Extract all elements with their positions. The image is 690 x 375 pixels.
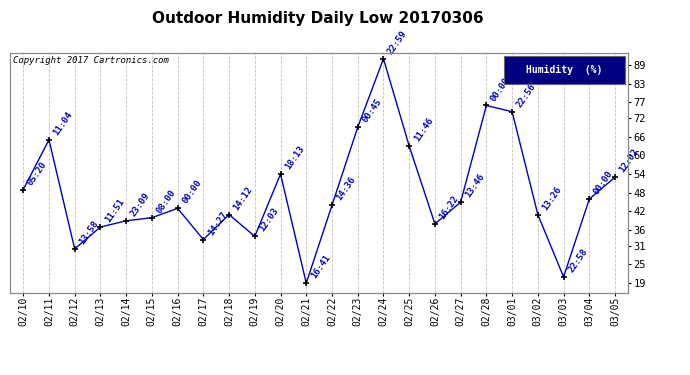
Text: 22:58: 22:58 [566,247,589,274]
Text: 14:12: 14:12 [232,184,255,212]
FancyBboxPatch shape [504,56,625,84]
Text: 22:59: 22:59 [386,29,409,56]
Text: 14:36: 14:36 [335,175,357,202]
Text: 22:56: 22:56 [515,82,538,109]
Text: 13:58: 13:58 [77,219,100,246]
Text: 12:03: 12:03 [257,207,280,234]
Text: 00:45: 00:45 [360,98,383,124]
Text: 08:00: 08:00 [155,188,177,215]
Text: Humidity  (%): Humidity (%) [526,65,603,75]
Text: Copyright 2017 Cartronics.com: Copyright 2017 Cartronics.com [13,56,169,65]
Text: 12:02: 12:02 [618,147,640,174]
Text: 23:09: 23:09 [129,191,152,218]
Text: 11:51: 11:51 [104,197,126,224]
Text: 00:00: 00:00 [592,169,615,196]
Text: 13:46: 13:46 [464,172,486,200]
Text: 14:27: 14:27 [206,210,229,237]
Text: 11:04: 11:04 [52,110,75,137]
Text: 11:46: 11:46 [412,116,435,143]
Text: 13:26: 13:26 [541,184,564,212]
Text: 00:00: 00:00 [489,75,512,103]
Text: 05:20: 05:20 [26,160,49,187]
Text: Outdoor Humidity Daily Low 20170306: Outdoor Humidity Daily Low 20170306 [152,11,483,26]
Text: 16:41: 16:41 [309,253,332,280]
Text: 16:22: 16:22 [437,194,460,221]
Text: 00:00: 00:00 [180,178,203,206]
Text: 18:13: 18:13 [284,144,306,171]
